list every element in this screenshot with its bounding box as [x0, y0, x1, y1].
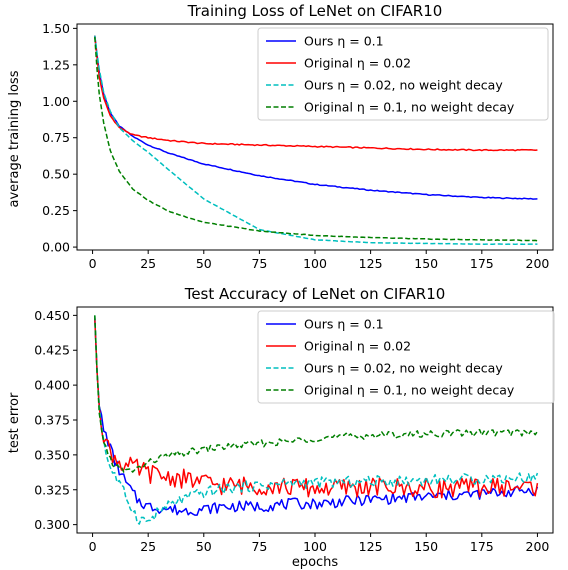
- x-tick-label: 75: [251, 256, 267, 271]
- legend-label: Original η = 0.1, no weight decay: [304, 100, 515, 115]
- tick-layer: 0 25 50 75 100 125 150 175 200 0.00 0.25 0.50 0.75 1.…: [42, 21, 549, 271]
- series-line-4: [94, 315, 539, 473]
- legend-label: Ours η = 0.1: [304, 34, 384, 49]
- series-line-3: [94, 315, 539, 525]
- series-line-2: [94, 35, 538, 152]
- y-tick-label: 0.375: [34, 413, 70, 428]
- y-tick-label: 0.400: [34, 378, 70, 393]
- legend-label: Original η = 0.02: [304, 339, 411, 354]
- x-tick-label: 50: [196, 256, 212, 271]
- x-tick-label: 175: [470, 539, 494, 554]
- x-tick-label: 200: [526, 256, 550, 271]
- y-tick-label: 0.25: [42, 203, 70, 218]
- x-tick-label: 150: [414, 539, 438, 554]
- legend-label: Ours η = 0.1: [304, 317, 384, 332]
- x-tick-label: 75: [251, 539, 267, 554]
- y-tick-label: 0.450: [34, 308, 70, 323]
- training-loss-chart: Training Loss of LeNet on CIFAR10 averag…: [7, 2, 554, 271]
- y-tick-label: 0.00: [42, 240, 70, 255]
- x-tick-label: 150: [414, 256, 438, 271]
- x-tick-label: 50: [196, 539, 212, 554]
- x-tick-label: 175: [470, 256, 494, 271]
- series-line-2: [94, 318, 539, 499]
- y-tick-label: 1.50: [42, 21, 70, 36]
- x-tick-label: 200: [526, 539, 550, 554]
- x-tick-label: 125: [359, 256, 383, 271]
- series-layer: [94, 35, 538, 246]
- series-line-1: [94, 318, 539, 516]
- y-tick-label: 0.425: [34, 343, 70, 358]
- legend-label: Original η = 0.02: [304, 56, 411, 71]
- legend-box: [257, 27, 549, 121]
- x-tick-label: 125: [359, 539, 383, 554]
- x-tick-label: 0: [89, 539, 97, 554]
- series-line-1: [94, 35, 538, 200]
- y-tick-label: 0.75: [42, 130, 70, 145]
- series-line-4: [94, 37, 538, 242]
- y-tick-label: 1.00: [42, 94, 70, 109]
- x-tick-label: 25: [140, 539, 156, 554]
- x-tick-label: 0: [89, 256, 97, 271]
- y-tick-label: 0.300: [34, 517, 70, 532]
- y-axis-label: test error: [7, 392, 22, 453]
- tick-layer: 0 25 50 75 100 125 150 175 200 0.300 0.325 0.350 0.3…: [34, 308, 549, 554]
- x-axis-label: epochs: [292, 555, 339, 570]
- legend: Ours η = 0.1 Original η = 0.02 Ours η = 0.…: [257, 310, 555, 404]
- legend-label: Ours η = 0.02, no weight decay: [304, 78, 503, 93]
- y-tick-label: 0.350: [34, 447, 70, 462]
- y-tick-label: 0.50: [42, 167, 70, 182]
- chart-title: Test Accuracy of LeNet on CIFAR10: [184, 285, 446, 303]
- series-layer: [94, 315, 539, 525]
- x-tick-label: 100: [303, 539, 327, 554]
- y-tick-label: 0.325: [34, 482, 70, 497]
- x-tick-label: 25: [140, 256, 156, 271]
- series-line-3: [94, 35, 538, 246]
- test-accuracy-chart: Test Accuracy of LeNet on CIFAR10 test e…: [7, 285, 555, 570]
- y-tick-label: 1.25: [42, 57, 70, 72]
- legend: Ours η = 0.1 Original η = 0.02 Ours η = 0.…: [257, 27, 549, 121]
- y-axis-label: average training loss: [7, 70, 22, 207]
- legend-label: Original η = 0.1, no weight decay: [304, 383, 515, 398]
- x-tick-label: 100: [303, 256, 327, 271]
- legend-label: Ours η = 0.02, no weight decay: [304, 361, 503, 376]
- legend-box: [257, 310, 555, 404]
- chart-title: Training Loss of LeNet on CIFAR10: [187, 2, 443, 20]
